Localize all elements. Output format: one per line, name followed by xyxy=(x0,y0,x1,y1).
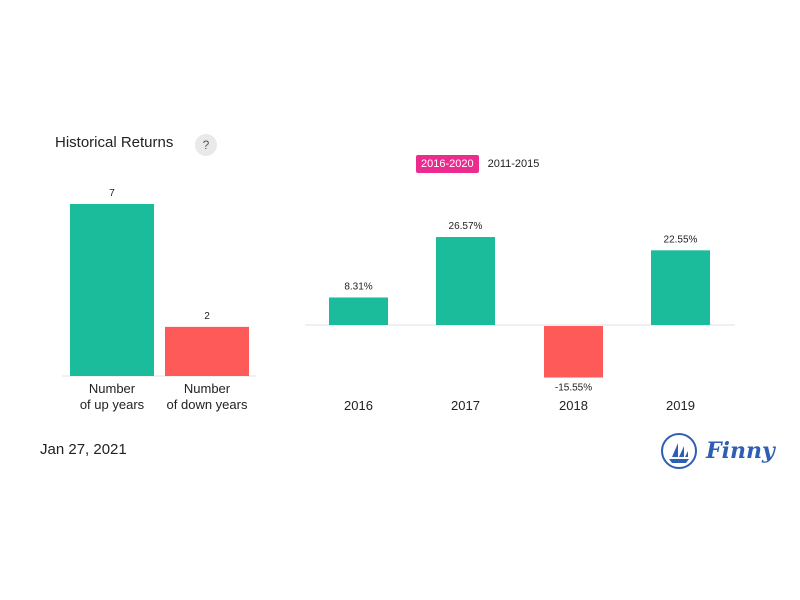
tab-2016-2020[interactable]: 2016-2020 xyxy=(416,155,479,173)
chart-header: Historical Returns xyxy=(55,134,173,151)
tick-label: Number xyxy=(89,381,136,396)
bar xyxy=(165,326,249,376)
page-title: Historical Returns xyxy=(55,134,174,151)
tick-label: 2018 xyxy=(559,398,588,413)
bar xyxy=(436,237,495,325)
tick-label: 2017 xyxy=(451,398,480,413)
period-tabs: 2016-2020 2011-2015 xyxy=(416,155,544,173)
data-label: 8.31% xyxy=(344,281,372,292)
tab-2011-2015[interactable]: 2011-2015 xyxy=(487,158,540,170)
data-label: -15.55% xyxy=(555,383,592,394)
data-label: 7 xyxy=(109,188,115,199)
tick-label: Number xyxy=(184,381,231,396)
bar xyxy=(329,297,388,325)
tick-label: 2016 xyxy=(344,398,373,413)
bar xyxy=(70,204,154,376)
sailboat-icon xyxy=(661,433,697,469)
help-icon[interactable]: ? xyxy=(195,134,217,156)
bar xyxy=(544,326,603,378)
bar xyxy=(651,250,710,325)
data-label: 26.57% xyxy=(449,221,483,232)
brand-name: Finny xyxy=(706,438,775,464)
tick-label: 2019 xyxy=(666,398,695,413)
data-label: 22.55% xyxy=(664,234,698,245)
finny-logo: Finny xyxy=(660,432,775,470)
tick-label: of up years xyxy=(80,397,145,412)
as-of-date: Jan 27, 2021 xyxy=(40,441,127,458)
tick-label: of down years xyxy=(167,397,248,412)
data-label: 2 xyxy=(204,311,210,322)
